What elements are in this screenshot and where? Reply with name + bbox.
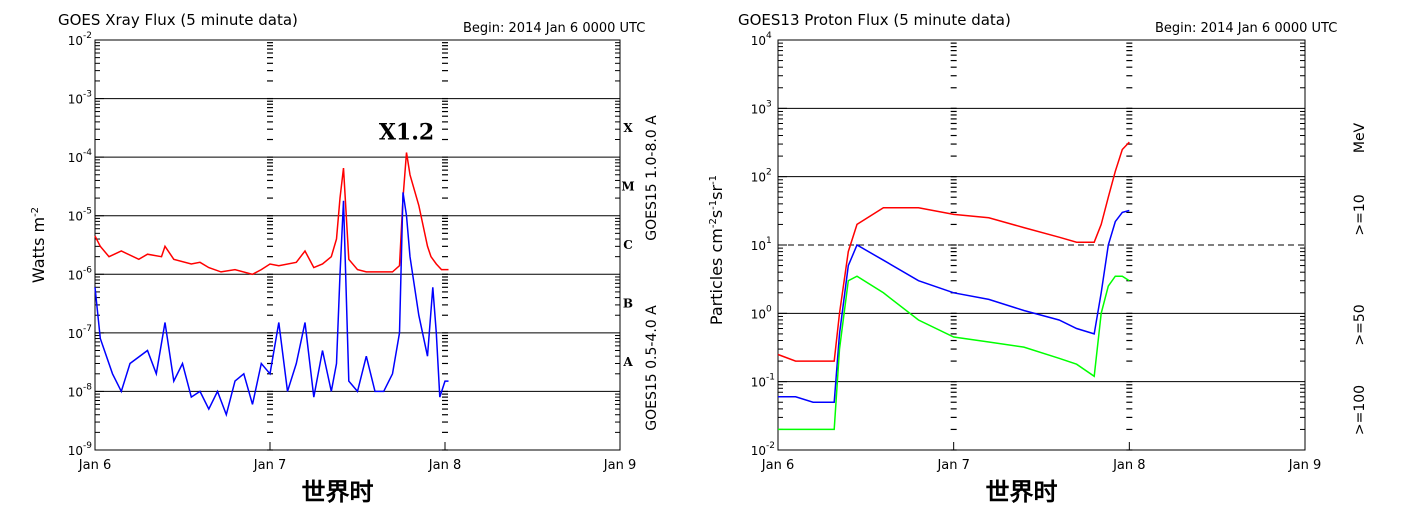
y-tick-base: 10 bbox=[751, 444, 766, 458]
series-line-1 bbox=[778, 209, 1130, 403]
flare-class-label: B bbox=[623, 297, 633, 311]
energy-channel-label: >=100 bbox=[1352, 385, 1368, 435]
series-line-2 bbox=[778, 275, 1130, 431]
units-label: MeV bbox=[1352, 122, 1368, 153]
y-tick-base: 10 bbox=[68, 444, 83, 458]
x-tick-label: Jan 9 bbox=[603, 458, 636, 473]
y-axis-label-sup: -2 bbox=[30, 207, 41, 217]
y-tick-base: 10 bbox=[751, 376, 766, 390]
y-axis-label: Particles cm-2s-1sr-1 bbox=[707, 175, 726, 325]
y-tick-exponent: 4 bbox=[766, 31, 772, 41]
y-tick-exponent: -1 bbox=[766, 373, 775, 383]
begin-time-label: Begin: 2014 Jan 6 0000 UTC bbox=[463, 21, 645, 36]
y-axis-label-part: s bbox=[707, 210, 726, 218]
x-tick-label: Jan 9 bbox=[1288, 458, 1321, 473]
y-tick-exponent: -2 bbox=[83, 31, 92, 41]
x-tick-label: Jan 6 bbox=[78, 458, 111, 473]
y-tick-exponent: -6 bbox=[83, 265, 92, 275]
series-line-0 bbox=[94, 152, 449, 276]
y-tick-base: 10 bbox=[751, 171, 766, 185]
y-tick-exponent: -7 bbox=[83, 324, 92, 334]
y-tick-base: 10 bbox=[68, 210, 83, 224]
y-tick-base: 10 bbox=[751, 239, 766, 253]
x-tick-label: Jan 7 bbox=[253, 458, 286, 473]
x-axis-label: 世界时 bbox=[986, 478, 1058, 506]
series-label-long: GOES15 1.0-8.0 A bbox=[644, 115, 660, 241]
x-tick-label: Jan 8 bbox=[1112, 458, 1145, 473]
flare-class-label: A bbox=[622, 355, 633, 369]
y-tick-exponent: -2 bbox=[766, 441, 775, 451]
y-tick-base: 10 bbox=[751, 307, 766, 321]
flare-class-label: X bbox=[623, 121, 633, 135]
y-tick-exponent: 3 bbox=[766, 99, 772, 109]
series-line-1 bbox=[94, 192, 449, 418]
x-tick-label: Jan 7 bbox=[936, 458, 969, 473]
y-tick-exponent: 2 bbox=[766, 168, 772, 178]
y-tick-base: 10 bbox=[68, 151, 83, 165]
chart-panel-2: GOES13 Proton Flux (5 minute data) Begin:… bbox=[707, 11, 1368, 506]
y-tick-exponent: -9 bbox=[83, 441, 92, 451]
y-tick-exponent: -4 bbox=[83, 148, 92, 158]
series-label-short: GOES15 0.5-4.0 A bbox=[644, 305, 660, 431]
y-tick-base: 10 bbox=[751, 34, 766, 48]
y-axis-label-sup: -2 bbox=[708, 218, 719, 228]
y-axis-label-sup: -1 bbox=[708, 200, 719, 210]
x-tick-label: Jan 6 bbox=[761, 458, 794, 473]
flare-class-label: C bbox=[623, 238, 633, 252]
flare-annotation: X1.2 bbox=[379, 120, 434, 146]
y-axis-label-part: sr bbox=[707, 185, 726, 200]
y-axis-label: Watts m-2 bbox=[29, 207, 48, 283]
energy-channel-label: >=50 bbox=[1352, 304, 1368, 345]
series-line-0 bbox=[777, 141, 1130, 362]
chart-panel-1: GOES Xray Flux (5 minute data) Begin: 201… bbox=[29, 11, 660, 506]
y-tick-base: 10 bbox=[68, 93, 83, 107]
y-tick-base: 10 bbox=[68, 34, 83, 48]
y-tick-base: 10 bbox=[68, 268, 83, 282]
y-tick-base: 10 bbox=[751, 102, 766, 116]
x-axis-label: 世界时 bbox=[302, 478, 374, 506]
chart-title: GOES Xray Flux (5 minute data) bbox=[58, 11, 298, 29]
y-tick-exponent: -8 bbox=[83, 382, 92, 392]
y-tick-base: 10 bbox=[68, 385, 83, 399]
x-tick-label: Jan 8 bbox=[428, 458, 461, 473]
begin-time-label: Begin: 2014 Jan 6 0000 UTC bbox=[1155, 21, 1337, 36]
y-tick-exponent: 0 bbox=[766, 304, 772, 314]
chart-title: GOES13 Proton Flux (5 minute data) bbox=[738, 11, 1011, 29]
plot-frame bbox=[94, 39, 621, 451]
y-tick-exponent: -5 bbox=[83, 207, 92, 217]
y-tick-base: 10 bbox=[68, 327, 83, 341]
energy-channel-label: >=10 bbox=[1352, 194, 1368, 235]
flare-class-label: M bbox=[621, 179, 634, 193]
y-tick-exponent: 1 bbox=[766, 236, 772, 246]
y-tick-exponent: -3 bbox=[83, 90, 92, 100]
y-axis-label-sup: -1 bbox=[708, 175, 719, 185]
